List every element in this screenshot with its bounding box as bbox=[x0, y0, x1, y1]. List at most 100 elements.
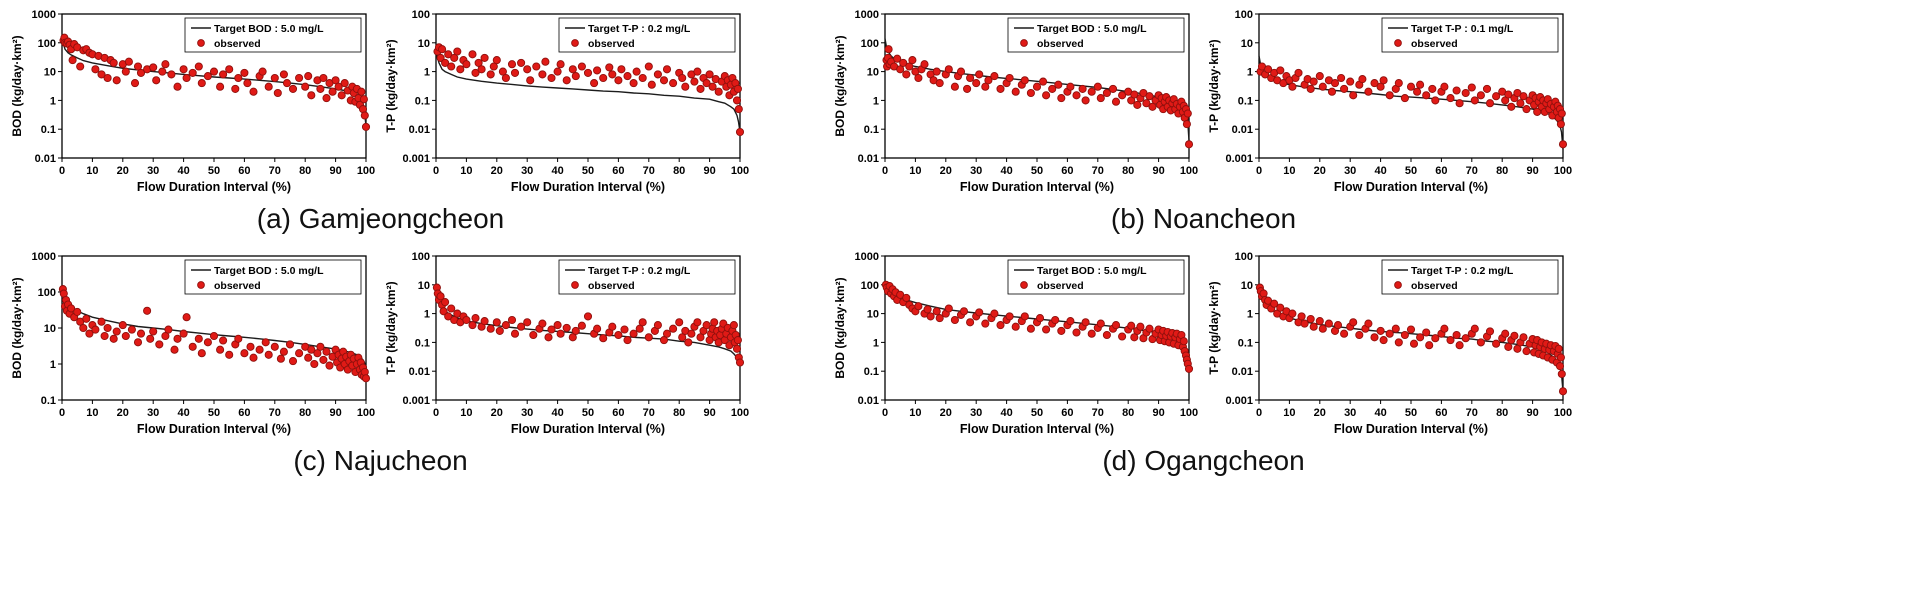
svg-text:T-P (kg/day·km²): T-P (kg/day·km²) bbox=[1207, 281, 1221, 374]
panel-a-charts: 0 10 20 30 40 50 60 70 80 90 100 1000 100 10 1 0.1 0.01 F… bbox=[8, 6, 753, 196]
svg-text:observed: observed bbox=[1037, 38, 1084, 50]
svg-text:Target T-P : 0.2 mg/L: Target T-P : 0.2 mg/L bbox=[1411, 265, 1514, 277]
svg-text:50: 50 bbox=[1031, 407, 1043, 419]
svg-text:60: 60 bbox=[1061, 165, 1073, 177]
svg-text:80: 80 bbox=[1496, 165, 1508, 177]
svg-text:100: 100 bbox=[1235, 9, 1253, 21]
svg-text:0.1: 0.1 bbox=[41, 395, 56, 407]
svg-text:1: 1 bbox=[50, 359, 56, 371]
svg-text:observed: observed bbox=[1411, 280, 1458, 292]
svg-text:observed: observed bbox=[214, 280, 261, 292]
svg-text:10: 10 bbox=[1283, 407, 1295, 419]
svg-text:observed: observed bbox=[1411, 38, 1458, 50]
svg-text:0.01: 0.01 bbox=[1232, 124, 1253, 136]
svg-text:90: 90 bbox=[329, 407, 341, 419]
svg-text:90: 90 bbox=[329, 165, 341, 177]
svg-text:1: 1 bbox=[424, 67, 430, 79]
svg-text:10: 10 bbox=[44, 323, 56, 335]
svg-text:30: 30 bbox=[1344, 165, 1356, 177]
svg-text:0.1: 0.1 bbox=[864, 124, 879, 136]
svg-text:90: 90 bbox=[1526, 407, 1538, 419]
svg-text:70: 70 bbox=[1092, 407, 1104, 419]
svg-text:20: 20 bbox=[491, 407, 503, 419]
svg-text:50: 50 bbox=[1405, 407, 1417, 419]
svg-text:60: 60 bbox=[238, 165, 250, 177]
svg-text:0.1: 0.1 bbox=[1238, 95, 1253, 107]
svg-text:0.01: 0.01 bbox=[858, 153, 879, 165]
svg-text:20: 20 bbox=[491, 165, 503, 177]
svg-text:0: 0 bbox=[882, 407, 888, 419]
svg-text:Target BOD : 5.0 mg/L: Target BOD : 5.0 mg/L bbox=[214, 265, 324, 277]
svg-text:70: 70 bbox=[643, 407, 655, 419]
panel-gamjeongcheon: 0 10 20 30 40 50 60 70 80 90 100 1000 100 10 1 0.1 0.01 F… bbox=[8, 6, 753, 236]
svg-text:BOD (kg/day·km²): BOD (kg/day·km²) bbox=[833, 277, 847, 378]
svg-text:20: 20 bbox=[117, 407, 129, 419]
chart-najucheon-bod: 0 10 20 30 40 50 60 70 80 90 100 1000 100 10 1 0.1 Flow … bbox=[8, 248, 376, 438]
svg-text:70: 70 bbox=[1092, 165, 1104, 177]
svg-text:50: 50 bbox=[582, 165, 594, 177]
svg-text:60: 60 bbox=[612, 165, 624, 177]
ldc-chart-svg: 0 10 20 30 40 50 60 70 80 90 100 100 10 1 0.1 0.01 0.001… bbox=[1207, 9, 1572, 194]
svg-text:40: 40 bbox=[1000, 407, 1012, 419]
svg-text:T-P (kg/day·km²): T-P (kg/day·km²) bbox=[1207, 39, 1221, 132]
svg-text:Flow Duration Interval (%): Flow Duration Interval (%) bbox=[1334, 422, 1488, 436]
svg-text:10: 10 bbox=[460, 407, 472, 419]
svg-text:Target T-P : 0.2 mg/L: Target T-P : 0.2 mg/L bbox=[588, 265, 691, 277]
svg-text:observed: observed bbox=[588, 38, 635, 50]
svg-text:0: 0 bbox=[433, 165, 439, 177]
svg-text:80: 80 bbox=[1122, 407, 1134, 419]
svg-text:90: 90 bbox=[703, 165, 715, 177]
svg-text:90: 90 bbox=[1152, 407, 1164, 419]
svg-text:90: 90 bbox=[1526, 165, 1538, 177]
svg-text:80: 80 bbox=[1122, 165, 1134, 177]
ldc-chart-svg: 0 10 20 30 40 50 60 70 80 90 100 100 10 1 0.1 0.01 0.001… bbox=[384, 251, 749, 436]
caption-najucheon: (c) Najucheon bbox=[293, 445, 468, 476]
ldc-figure: 0 10 20 30 40 50 60 70 80 90 100 1000 100 10 1 0.1 0.01 F… bbox=[8, 6, 1576, 478]
svg-text:60: 60 bbox=[238, 407, 250, 419]
svg-text:70: 70 bbox=[1466, 407, 1478, 419]
svg-text:90: 90 bbox=[1152, 165, 1164, 177]
svg-text:30: 30 bbox=[147, 165, 159, 177]
ldc-chart-svg: 0 10 20 30 40 50 60 70 80 90 100 1000 100 10 1 0.1 0.01 F… bbox=[833, 9, 1198, 194]
svg-text:10: 10 bbox=[909, 165, 921, 177]
svg-text:40: 40 bbox=[177, 407, 189, 419]
panel-ogangcheon: 0 10 20 30 40 50 60 70 80 90 100 1000 100 10 1 0.1 0.01 F… bbox=[831, 248, 1576, 478]
svg-text:10: 10 bbox=[867, 67, 879, 79]
ldc-chart-svg: 0 10 20 30 40 50 60 70 80 90 100 1000 100 10 1 0.1 0.01 F… bbox=[10, 9, 375, 194]
svg-text:Target T-P : 0.1 mg/L: Target T-P : 0.1 mg/L bbox=[1411, 23, 1514, 35]
svg-text:10: 10 bbox=[418, 280, 430, 292]
svg-text:0.01: 0.01 bbox=[35, 153, 56, 165]
svg-text:50: 50 bbox=[1405, 165, 1417, 177]
svg-text:70: 70 bbox=[1466, 165, 1478, 177]
ldc-chart-svg: 0 10 20 30 40 50 60 70 80 90 100 100 10 1 0.1 0.01 0.001… bbox=[384, 9, 749, 194]
svg-text:0.1: 0.1 bbox=[415, 337, 430, 349]
caption-ogangcheon: (d) Ogangcheon bbox=[1102, 445, 1305, 476]
svg-text:80: 80 bbox=[673, 165, 685, 177]
svg-text:Flow Duration Interval (%): Flow Duration Interval (%) bbox=[511, 180, 665, 194]
panel-b-charts: 0 10 20 30 40 50 60 70 80 90 100 1000 100 10 1 0.1 0.01 F… bbox=[831, 6, 1576, 196]
svg-text:1: 1 bbox=[1247, 309, 1253, 321]
svg-text:50: 50 bbox=[1031, 165, 1043, 177]
ldc-chart-svg: 0 10 20 30 40 50 60 70 80 90 100 1000 100 10 1 0.1 0.01 F… bbox=[833, 251, 1198, 436]
svg-text:100: 100 bbox=[38, 38, 56, 50]
svg-text:70: 70 bbox=[269, 165, 281, 177]
svg-text:100: 100 bbox=[861, 280, 879, 292]
caption-noancheon: (b) Noancheon bbox=[1110, 203, 1297, 234]
svg-text:1: 1 bbox=[873, 337, 879, 349]
svg-text:100: 100 bbox=[1180, 165, 1198, 177]
svg-text:100: 100 bbox=[412, 9, 430, 21]
svg-text:30: 30 bbox=[147, 407, 159, 419]
svg-text:100: 100 bbox=[1554, 165, 1572, 177]
svg-text:1000: 1000 bbox=[32, 9, 56, 21]
svg-text:100: 100 bbox=[731, 165, 749, 177]
svg-text:100: 100 bbox=[731, 407, 749, 419]
svg-text:1000: 1000 bbox=[855, 251, 879, 263]
svg-text:10: 10 bbox=[909, 407, 921, 419]
svg-text:10: 10 bbox=[44, 67, 56, 79]
svg-text:10: 10 bbox=[1283, 165, 1295, 177]
svg-text:0.001: 0.001 bbox=[1225, 153, 1253, 165]
ldc-chart-svg: 0 10 20 30 40 50 60 70 80 90 100 100 10 1 0.1 0.01 0.001… bbox=[1207, 251, 1572, 436]
chart-gamjeongcheon-tp: 0 10 20 30 40 50 60 70 80 90 100 100 10 1 0.1 0.01 0.001… bbox=[382, 6, 750, 196]
svg-text:BOD (kg/day·km²): BOD (kg/day·km²) bbox=[10, 35, 24, 136]
svg-text:0.001: 0.001 bbox=[402, 153, 430, 165]
